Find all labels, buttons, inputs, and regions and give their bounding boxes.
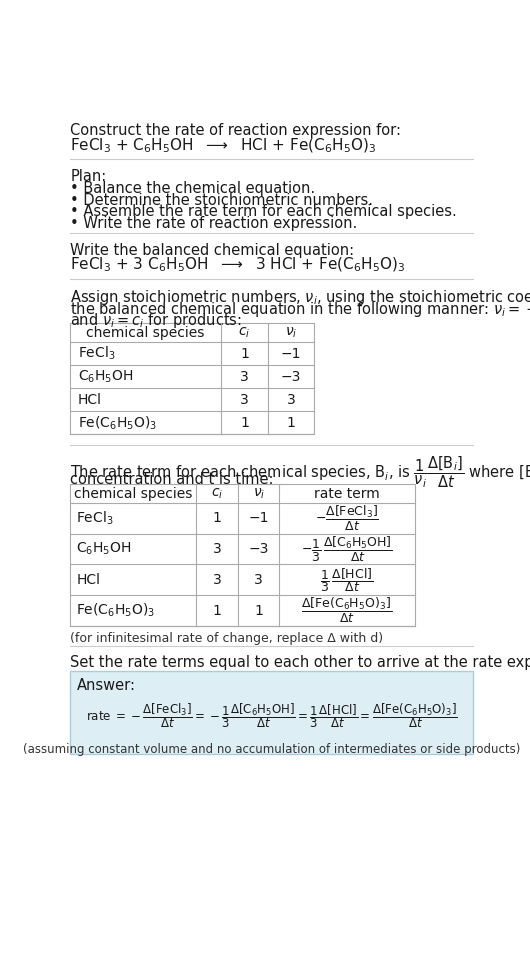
Text: rate $= -\dfrac{\Delta[\mathrm{FeCl_3}]}{\Delta t}= -\dfrac{1}{3}\dfrac{\Delta[\: rate $= -\dfrac{\Delta[\mathrm{FeCl_3}]}… xyxy=(86,701,457,730)
Text: 3: 3 xyxy=(287,392,295,407)
Text: The rate term for each chemical species, B$_i$, is $\dfrac{1}{\nu_i}\dfrac{\Delt: The rate term for each chemical species,… xyxy=(70,455,530,490)
Text: $-\dfrac{1}{3}\,\dfrac{\Delta[\mathrm{C_6H_5OH}]}{\Delta t}$: $-\dfrac{1}{3}\,\dfrac{\Delta[\mathrm{C_… xyxy=(301,535,393,563)
Text: 1: 1 xyxy=(213,604,222,618)
Text: −3: −3 xyxy=(281,370,301,384)
Text: Plan:: Plan: xyxy=(70,169,107,183)
Text: 1: 1 xyxy=(240,416,249,429)
Text: Assign stoichiometric numbers, $\nu_i$, using the stoichiometric coefficients, $: Assign stoichiometric numbers, $\nu_i$, … xyxy=(70,288,530,307)
Text: 1: 1 xyxy=(240,346,249,360)
Text: concentration and t is time:: concentration and t is time: xyxy=(70,472,273,487)
Text: chemical species: chemical species xyxy=(74,487,192,501)
Bar xyxy=(70,484,415,626)
Text: −1: −1 xyxy=(248,511,269,525)
Text: 1: 1 xyxy=(287,416,295,429)
Text: • Assemble the rate term for each chemical species.: • Assemble the rate term for each chemic… xyxy=(70,204,457,220)
Text: 1: 1 xyxy=(213,511,222,525)
Text: (assuming constant volume and no accumulation of intermediates or side products): (assuming constant volume and no accumul… xyxy=(23,743,520,756)
Text: HCl: HCl xyxy=(76,573,100,587)
Text: −1: −1 xyxy=(281,346,301,360)
Text: $\dfrac{\Delta[\mathrm{Fe(C_6H_5O)_3}]}{\Delta t}$: $\dfrac{\Delta[\mathrm{Fe(C_6H_5O)_3}]}{… xyxy=(301,596,392,626)
Bar xyxy=(70,323,314,434)
Text: 3: 3 xyxy=(213,573,222,587)
Text: C$_6$H$_5$OH: C$_6$H$_5$OH xyxy=(76,541,132,557)
Text: $\nu_i$: $\nu_i$ xyxy=(285,326,297,340)
Text: Construct the rate of reaction expression for:: Construct the rate of reaction expressio… xyxy=(70,123,401,139)
Text: $\dfrac{1}{3}\,\dfrac{\Delta[\mathrm{HCl}]}{\Delta t}$: $\dfrac{1}{3}\,\dfrac{\Delta[\mathrm{HCl… xyxy=(320,566,374,593)
Text: • Determine the stoichiometric numbers.: • Determine the stoichiometric numbers. xyxy=(70,192,373,208)
Text: rate term: rate term xyxy=(314,487,380,501)
Text: 3: 3 xyxy=(254,573,263,587)
Text: • Balance the chemical equation.: • Balance the chemical equation. xyxy=(70,181,315,196)
Text: −3: −3 xyxy=(248,542,269,556)
Text: Fe(C$_6$H$_5$O)$_3$: Fe(C$_6$H$_5$O)$_3$ xyxy=(76,602,156,620)
Text: 3: 3 xyxy=(240,392,249,407)
Text: • Write the rate of reaction expression.: • Write the rate of reaction expression. xyxy=(70,216,357,230)
Text: 3: 3 xyxy=(240,370,249,384)
Text: $c_i$: $c_i$ xyxy=(238,326,251,340)
Text: C$_6$H$_5$OH: C$_6$H$_5$OH xyxy=(78,368,134,385)
Text: 3: 3 xyxy=(213,542,222,556)
Text: the balanced chemical equation in the following manner: $\nu_i = -c_i$ for react: the balanced chemical equation in the fo… xyxy=(70,300,530,318)
Text: $-\dfrac{\Delta[\mathrm{FeCl_3}]}{\Delta t}$: $-\dfrac{\Delta[\mathrm{FeCl_3}]}{\Delta… xyxy=(315,504,379,533)
Text: Write the balanced chemical equation:: Write the balanced chemical equation: xyxy=(70,243,354,258)
Text: FeCl$_3$: FeCl$_3$ xyxy=(76,509,114,527)
Text: Set the rate terms equal to each other to arrive at the rate expression:: Set the rate terms equal to each other t… xyxy=(70,655,530,671)
Text: FeCl$_3$ + C$_6$H$_5$OH  $\longrightarrow$  HCl + Fe(C$_6$H$_5$O)$_3$: FeCl$_3$ + C$_6$H$_5$OH $\longrightarrow… xyxy=(70,137,376,155)
Text: Fe(C$_6$H$_5$O)$_3$: Fe(C$_6$H$_5$O)$_3$ xyxy=(78,414,157,431)
Text: Answer:: Answer: xyxy=(77,678,136,694)
Text: (for infinitesimal rate of change, replace Δ with d): (for infinitesimal rate of change, repla… xyxy=(70,632,383,645)
Text: FeCl$_3$ + 3 C$_6$H$_5$OH  $\longrightarrow$  3 HCl + Fe(C$_6$H$_5$O)$_3$: FeCl$_3$ + 3 C$_6$H$_5$OH $\longrightarr… xyxy=(70,256,405,274)
Text: 1: 1 xyxy=(254,604,263,618)
Text: $c_i$: $c_i$ xyxy=(211,486,224,501)
FancyBboxPatch shape xyxy=(70,671,473,753)
Text: FeCl$_3$: FeCl$_3$ xyxy=(78,345,116,362)
Text: HCl: HCl xyxy=(78,392,102,407)
Text: and $\nu_i = c_i$ for products:: and $\nu_i = c_i$ for products: xyxy=(70,311,242,330)
Text: $\nu_i$: $\nu_i$ xyxy=(253,486,265,501)
Text: chemical species: chemical species xyxy=(86,326,205,340)
